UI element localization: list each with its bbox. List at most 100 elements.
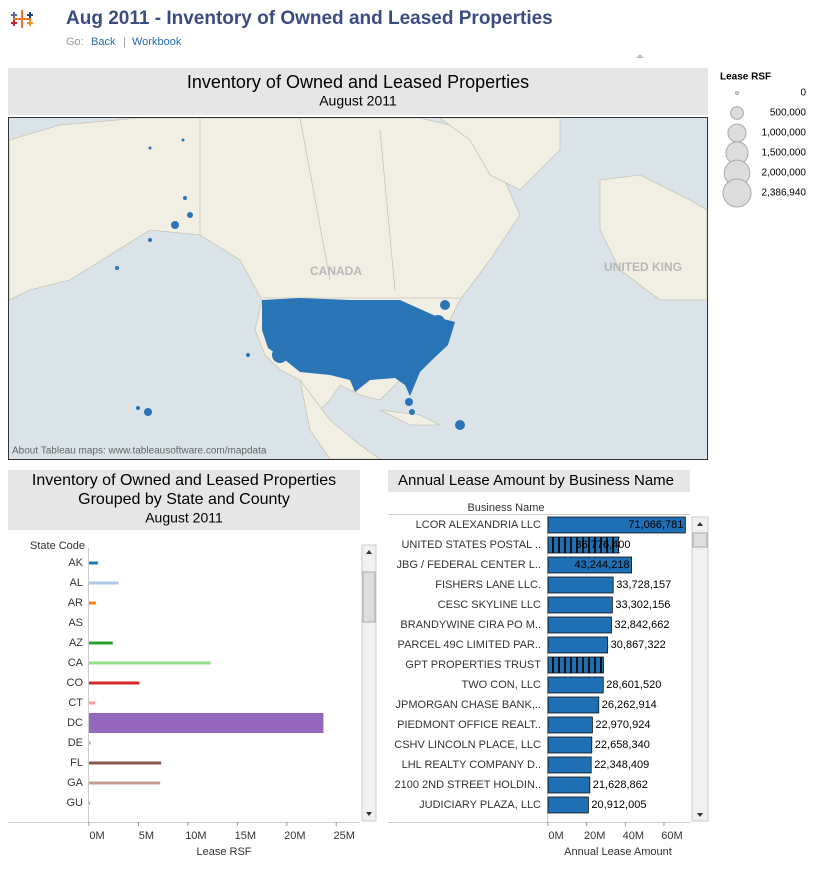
x-tick-label: 40M (623, 830, 644, 842)
value-label: 43,244,218 (575, 559, 630, 571)
value-label: 36,776,400 (575, 539, 630, 551)
row-label: PIEDMONT OFFICE REALT.. (397, 719, 541, 731)
legend-size-mark (727, 123, 747, 143)
chart-title: Inventory of Owned and Leased Properties (32, 472, 336, 489)
bar[interactable] (547, 736, 593, 754)
map-title-box (8, 68, 708, 115)
value-label: 28,601,520 (606, 679, 661, 691)
legend-label: 1,000,000 (762, 128, 807, 139)
row-label: JBG / FEDERAL CENTER L.. (397, 559, 541, 571)
bar[interactable] (547, 636, 609, 654)
bar[interactable] (547, 556, 632, 574)
logo (11, 10, 33, 28)
bar[interactable] (547, 696, 600, 714)
value-label: 22,348,409 (594, 759, 649, 771)
row-label: CA (68, 657, 84, 669)
row-label: JPMORGAN CHASE BANK,.. (396, 699, 541, 711)
bar[interactable] (547, 656, 604, 674)
bar[interactable] (89, 781, 161, 785)
collapse-arrow[interactable] (636, 54, 644, 58)
x-tick-label: 15M (235, 830, 256, 842)
bar[interactable] (89, 661, 211, 665)
value-label: 30,867,322 (611, 639, 666, 651)
x-tick-label: 60M (661, 830, 682, 842)
bar[interactable] (89, 801, 90, 805)
map-label: UNITED KING (604, 260, 682, 274)
row-label: GU (67, 797, 84, 809)
bar[interactable] (89, 581, 119, 585)
row-header: Business Name (467, 502, 544, 514)
x-tick-label: 10M (185, 830, 206, 842)
legend-title: Lease RSF (720, 72, 771, 83)
legend-size-mark (735, 91, 739, 95)
row-label: 2100 2ND STREET HOLDIN.. (394, 779, 541, 791)
nav-separator: | (123, 36, 126, 48)
bar[interactable] (547, 576, 614, 594)
row-label: CT (68, 697, 83, 709)
bar[interactable] (547, 796, 589, 814)
x-tick-label: 20M (584, 830, 605, 842)
row-label: UNITED STATES POSTAL .. (401, 539, 541, 551)
value-label: 26,262,914 (602, 699, 657, 711)
row-label: FL (70, 757, 83, 769)
value-label-bg (619, 538, 680, 552)
bar[interactable] (89, 561, 98, 565)
row-label: JUDICIARY PLAZA, LLC (419, 799, 541, 811)
chart-subtitle: Grouped by State and County (78, 491, 290, 508)
row-label: LCOR ALEXANDRIA LLC (416, 519, 541, 531)
row-label: DE (68, 737, 83, 749)
x-tick-label: 0M (548, 830, 563, 842)
value-label: 20,912,005 (591, 799, 646, 811)
chart-title: Annual Lease Amount by Business Name (398, 472, 674, 489)
map-label: CANADA (310, 264, 362, 278)
bar[interactable] (89, 681, 140, 685)
nav-link[interactable]: Workbook (132, 36, 182, 48)
bar[interactable] (547, 516, 686, 534)
bar[interactable] (547, 616, 612, 634)
row-label: GPT PROPERTIES TRUST (405, 659, 541, 671)
map-title: Inventory of Owned and Leased Properties (187, 72, 529, 92)
row-label: AK (68, 557, 83, 569)
x-axis-label: Annual Lease Amount (564, 846, 672, 858)
row-label: CSHV LINCOLN PLACE, LLC (394, 739, 541, 751)
x-tick-label: 20M (284, 830, 305, 842)
value-label: 22,658,340 (595, 739, 650, 751)
chart-title-box (388, 470, 690, 492)
bar[interactable] (89, 713, 324, 733)
row-label: TWO CON, LLC (462, 679, 542, 691)
legend-size-mark (730, 106, 744, 120)
nav-label: Go: (66, 36, 84, 48)
scrollbar[interactable] (361, 544, 377, 822)
row-label: AL (70, 577, 83, 589)
scrollbar[interactable] (691, 516, 709, 822)
bar[interactable] (89, 641, 113, 645)
row-header: State Code (30, 540, 85, 552)
bar[interactable] (547, 776, 591, 794)
row-label: DC (67, 717, 83, 729)
bar[interactable] (89, 741, 91, 745)
legend-label: 2,386,940 (762, 188, 807, 199)
row-label: CO (67, 677, 84, 689)
value-label: 33,728,157 (616, 579, 671, 591)
x-tick-label: 5M (139, 830, 154, 842)
bar[interactable] (547, 756, 592, 774)
bar[interactable] (89, 701, 95, 705)
value-label: 22,970,924 (595, 719, 650, 731)
bar[interactable] (89, 601, 96, 605)
map-attribution[interactable]: About Tableau maps: www.tableausoftware.… (12, 446, 267, 457)
row-label: PARCEL 49C LIMITED PAR.. (398, 639, 541, 651)
bar[interactable] (89, 761, 162, 765)
nav-link[interactable]: Back (91, 36, 116, 48)
legend-label: 1,500,000 (762, 148, 807, 159)
row-label: AS (68, 617, 83, 629)
chart-date: August 2011 (145, 510, 223, 526)
bar[interactable] (547, 596, 613, 614)
legend-label: 500,000 (770, 108, 807, 119)
row-label: LHL REALTY COMPANY D.. (402, 759, 541, 771)
bar[interactable] (547, 716, 593, 734)
row-label: FISHERS LANE LLC. (435, 579, 541, 591)
bar[interactable] (547, 676, 604, 694)
chart-title-box (8, 470, 360, 530)
x-axis-label: Lease RSF (196, 846, 251, 858)
